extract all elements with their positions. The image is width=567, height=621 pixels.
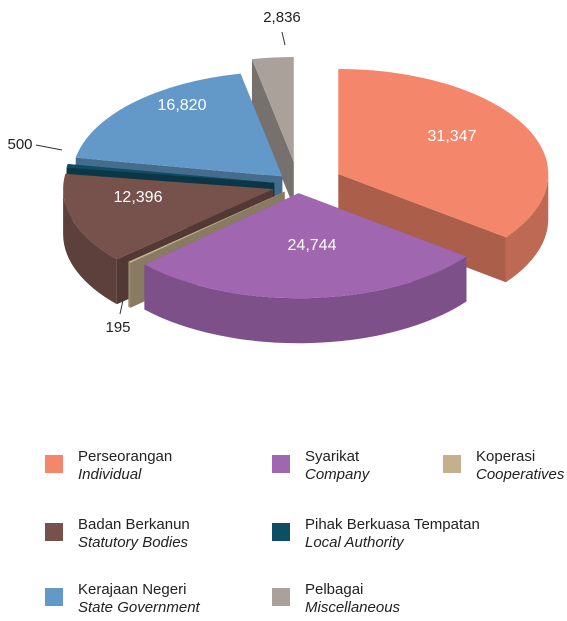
legend-label: Syarikat: [305, 448, 360, 465]
value-label: 195: [105, 319, 130, 336]
legend-label-en: Individual: [78, 466, 142, 483]
slice: [63, 173, 274, 260]
slice: [251, 57, 294, 163]
legend-label: Perseorangan: [78, 448, 172, 465]
leader-line: [35, 144, 63, 151]
legend-label: Pihak Berkuasa Tempatan: [305, 516, 480, 533]
legend-label-en: Company: [305, 466, 371, 483]
slice-side: [251, 59, 294, 208]
slice-group: [251, 57, 294, 208]
slice-wall: [144, 256, 467, 344]
value-label: 500: [7, 136, 32, 153]
legend-label-en: Local Authority: [305, 534, 405, 551]
legend-swatch: [272, 588, 290, 606]
legend-label-en: State Government: [78, 599, 201, 616]
legend-label: Pelbagai: [305, 581, 363, 598]
slice-wall: [128, 261, 131, 308]
value-label: 16,820: [158, 97, 207, 114]
legend-label-en: Miscellaneous: [305, 599, 401, 616]
leader-line: [119, 299, 124, 315]
legend-label-en: Statutory Bodies: [78, 534, 189, 551]
value-label: 24,744: [288, 237, 337, 254]
slice: [66, 163, 275, 183]
legend-swatch: [272, 523, 290, 541]
slice-group: [338, 68, 549, 283]
slice: [338, 68, 549, 238]
legend-swatch: [45, 455, 63, 473]
legend-swatch: [45, 588, 63, 606]
slice-side: [338, 173, 506, 283]
slice-group: [144, 193, 467, 344]
slice: [144, 193, 467, 299]
legend-label-en: Cooperatives: [476, 466, 565, 483]
legend-label: Badan Berkanun: [78, 516, 190, 533]
value-label: 12,396: [114, 189, 163, 206]
slice-wall: [63, 189, 117, 305]
value-label: 2,836: [263, 9, 301, 26]
legend-swatch: [45, 523, 63, 541]
slice: [75, 73, 283, 177]
leader-line: [281, 31, 286, 46]
legend-swatch: [272, 455, 290, 473]
legend-label: Kerajaan Negeri: [78, 581, 186, 598]
value-label: 31,347: [428, 128, 477, 145]
legend-label: Koperasi: [476, 448, 535, 465]
slice: [128, 191, 285, 263]
slice-wall: [505, 173, 549, 283]
legend-swatch: [443, 455, 461, 473]
